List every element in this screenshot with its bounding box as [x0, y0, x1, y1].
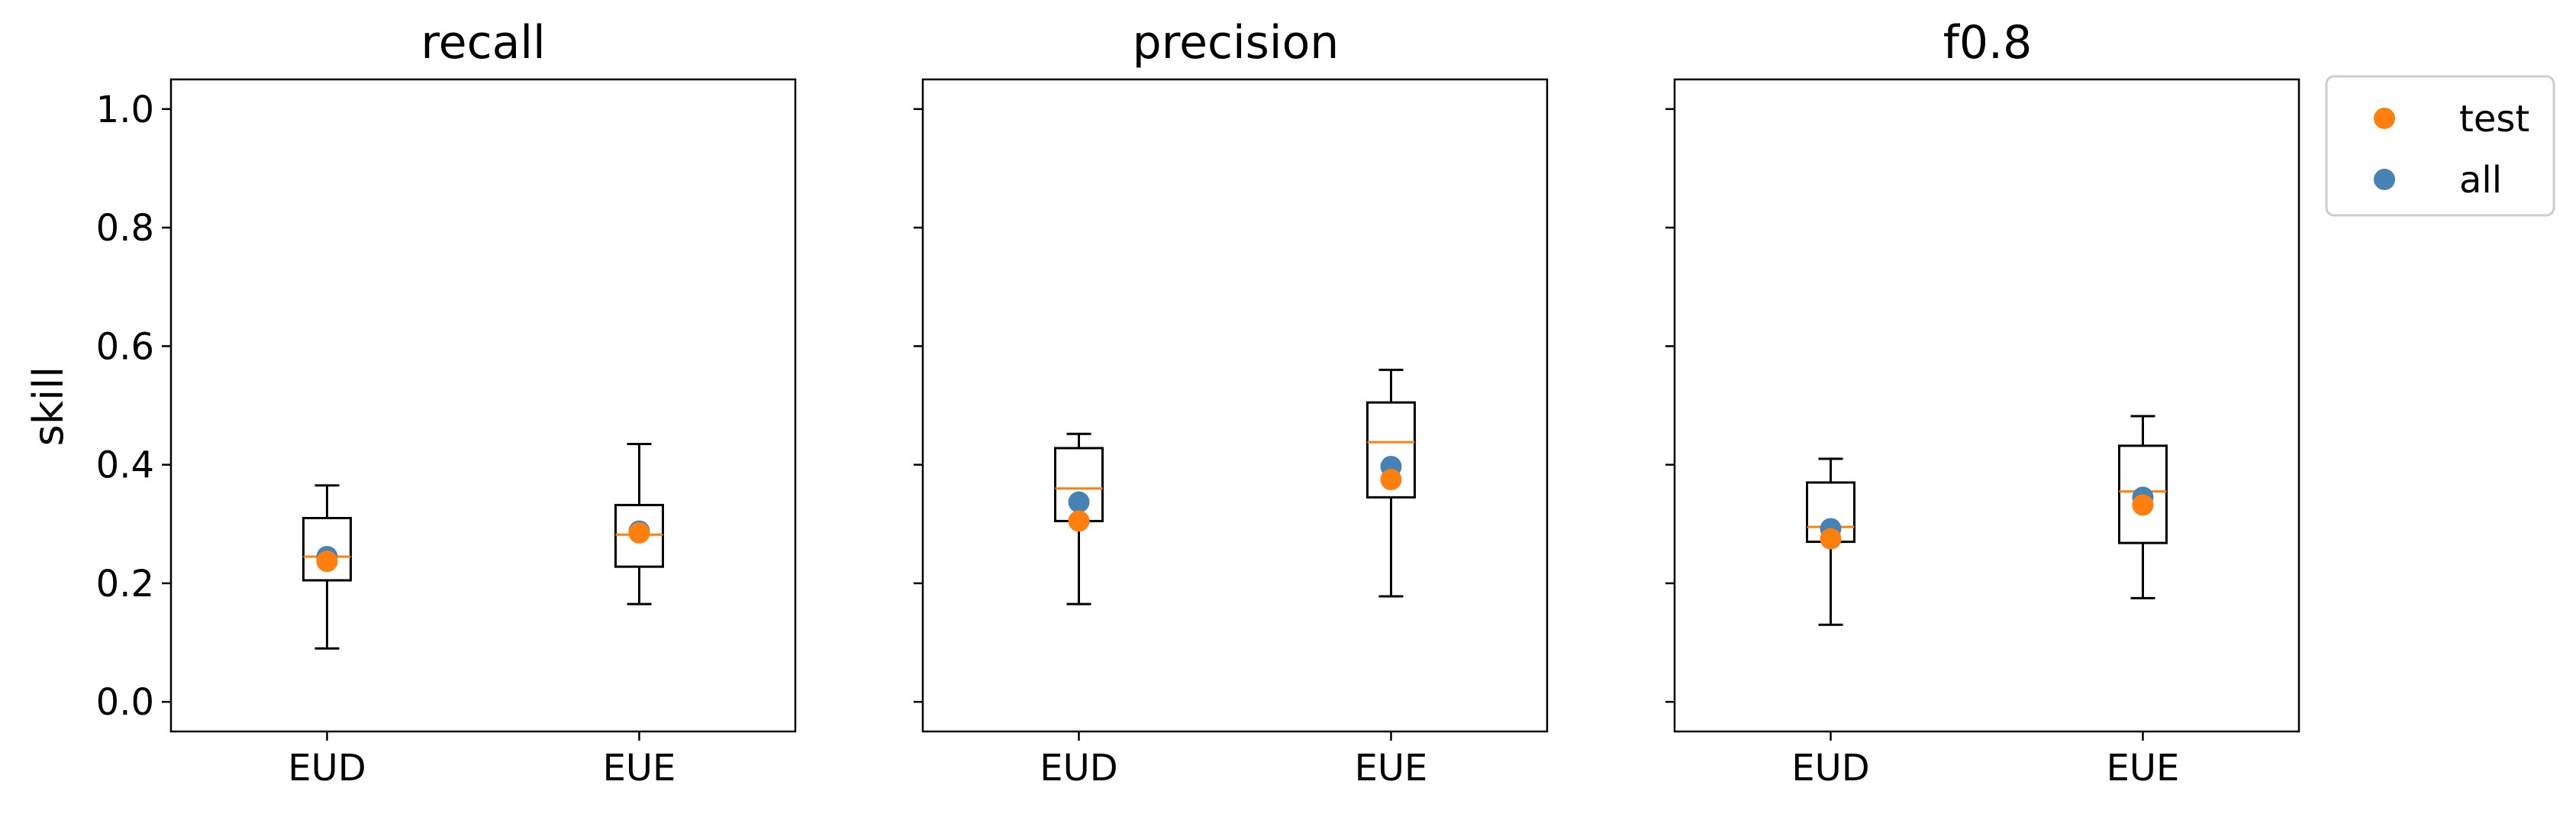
legend-marker-all [2374, 169, 2395, 190]
y-tick-label: 0.0 [96, 681, 154, 724]
point-test [628, 522, 650, 544]
legend: test all [2325, 75, 2555, 217]
x-tick-label: EUE [2107, 747, 2180, 790]
point-test [316, 551, 338, 573]
legend-label-test: test [2459, 98, 2529, 140]
iqr-box [302, 517, 352, 582]
x-tick-label: EUD [288, 747, 366, 790]
point-test [2132, 494, 2154, 516]
y-tick-label: 1.0 [96, 89, 154, 131]
iqr-box [2118, 444, 2168, 544]
panel-recall: recall 0.0 0.2 0.4 0.6 0.8 1.0 EUD EUE [96, 16, 797, 790]
plot-frame [921, 78, 1549, 733]
y-tick-label: 0.2 [96, 563, 154, 605]
panel-f08: f0.8 EUD EUE [1665, 16, 2300, 790]
panel-title-recall: recall [421, 16, 545, 69]
panel-precision: precision EUD EUE [914, 16, 1549, 790]
iqr-box [1366, 401, 1416, 499]
point-test [1820, 528, 1842, 550]
plot-frame [169, 78, 797, 733]
y-tick-label: 0.6 [96, 325, 154, 368]
x-tick-label: EUD [1040, 747, 1117, 790]
point-test [1380, 469, 1402, 491]
iqr-box [614, 503, 664, 568]
x-tick-label: EUD [1791, 747, 1869, 790]
panel-title-f08: f0.8 [1943, 16, 2033, 69]
x-tick-label: EUE [603, 747, 676, 790]
y-tick-label: 0.8 [96, 207, 154, 250]
y-axis-label: skill [24, 367, 73, 446]
y-tick-label: 0.4 [96, 444, 154, 487]
plot-frame [1673, 78, 2300, 733]
x-tick-label: EUE [1355, 747, 1428, 790]
point-test [1068, 510, 1090, 532]
point-all [1068, 491, 1090, 513]
legend-marker-test [2374, 108, 2395, 129]
panel-title-precision: precision [1133, 16, 1340, 69]
legend-label-all: all [2459, 159, 2502, 202]
